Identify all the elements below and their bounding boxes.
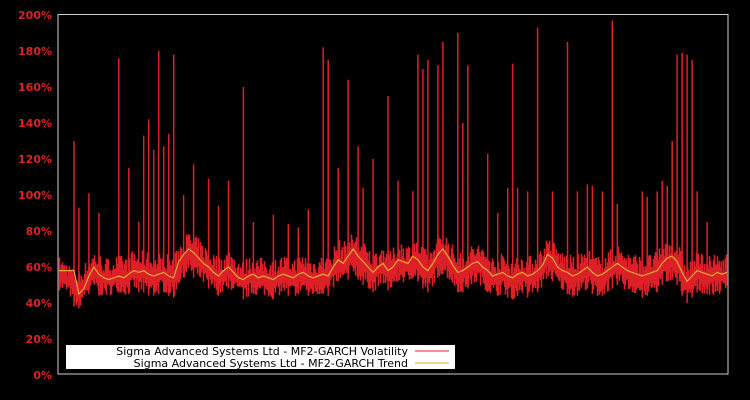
y-tick-label: 60% [26,261,52,274]
volatility-spikes [73,20,708,309]
y-tick-label: 100% [18,189,52,202]
y-tick-label: 120% [18,153,52,166]
y-tick-label: 80% [26,225,52,238]
y-tick-label: 180% [18,45,52,58]
legend-label-trend: Sigma Advanced Systems Ltd - MF2-GARCH T… [134,357,408,370]
y-tick-label: 200% [18,9,52,22]
y-tick-label: 20% [26,333,52,346]
y-tick-label: 140% [18,117,52,130]
legend-label-volatility: Sigma Advanced Systems Ltd - MF2-GARCH V… [116,345,408,358]
plot-frame [57,14,729,375]
y-tick-label: 0% [33,369,52,382]
y-tick-label: 160% [18,81,52,94]
y-tick-label: 40% [26,297,52,310]
trend-series [59,247,728,296]
y-axis: 0% 20% 40% 60% 80% 100% 120% 140% 160% 180% 200% [18,9,52,382]
legend-box [66,345,455,369]
volatility-spike-lines [73,20,708,309]
legend: Sigma Advanced Systems Ltd - MF2-GARCH V… [66,345,455,370]
